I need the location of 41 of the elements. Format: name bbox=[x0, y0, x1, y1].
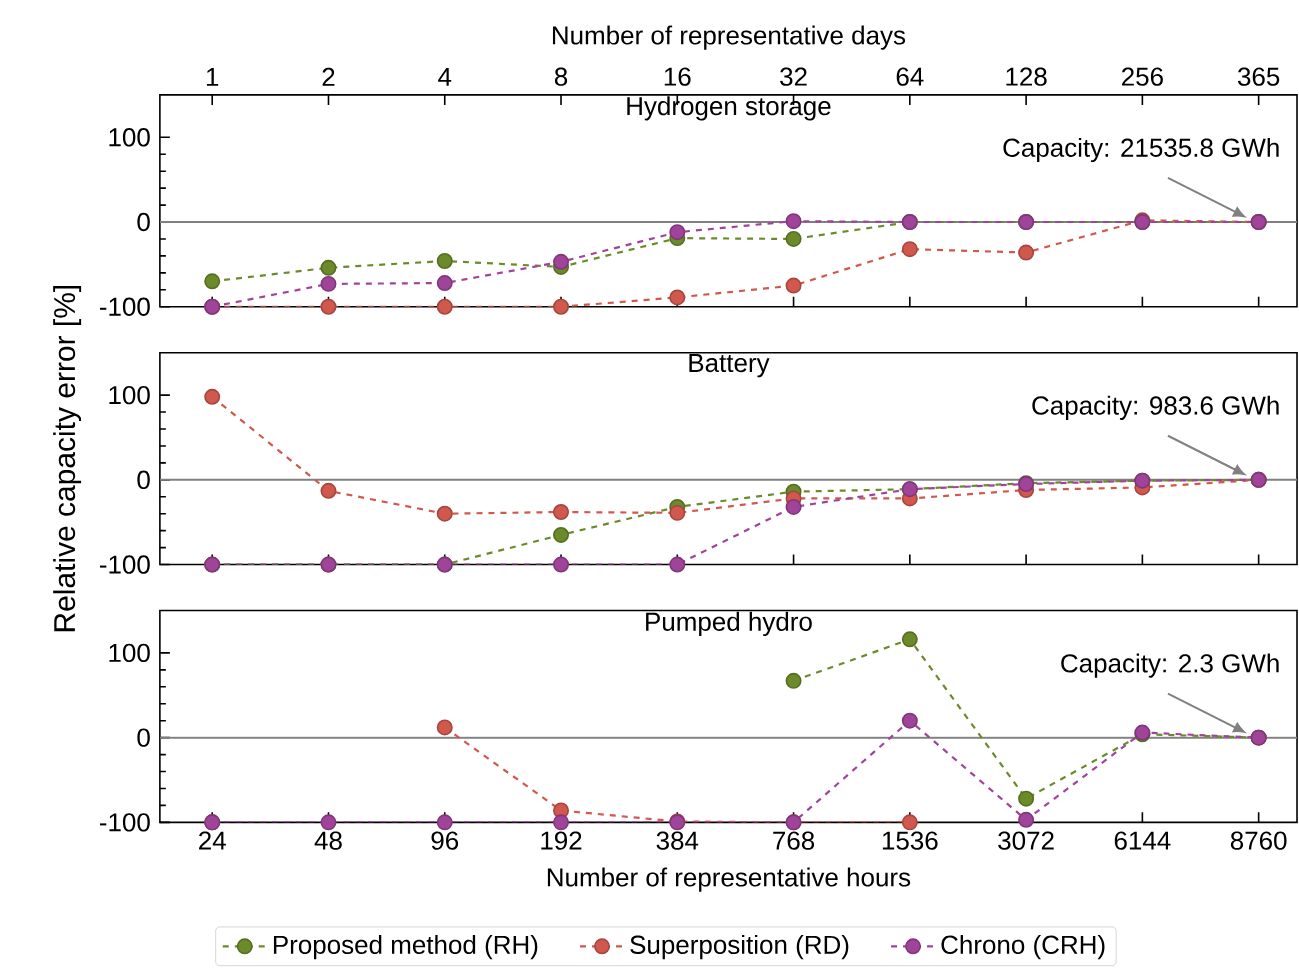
x-axis-title: Number of representative days bbox=[552, 25, 906, 50]
y-tick-label: 100 bbox=[109, 385, 150, 405]
legend-label: Proposed method (RH) bbox=[273, 934, 538, 960]
x-tick-label: 6144 bbox=[1114, 831, 1171, 850]
x-tick-label: 48 bbox=[314, 831, 342, 850]
y-axis-title: Relative capacity error [%] bbox=[53, 285, 82, 631]
y-tick-label: 0 bbox=[137, 728, 150, 747]
chart-title: Pumped hydro bbox=[646, 611, 812, 636]
y-tick-label: 100 bbox=[109, 643, 150, 662]
legend-label: Superposition (RD) bbox=[630, 934, 849, 960]
y-tick-label: 100 bbox=[109, 127, 150, 147]
x-tick-label: 64 bbox=[896, 67, 924, 86]
x-tick-label: 768 bbox=[773, 831, 815, 850]
x-tick-label: 192 bbox=[541, 831, 582, 850]
annotation: Capacity: 21535.8 GWh bbox=[1003, 137, 1279, 162]
x-tick-label: 24 bbox=[199, 831, 226, 850]
y-tick-label: -100 bbox=[99, 813, 150, 832]
y-tick-label: -100 bbox=[99, 297, 150, 316]
y-tick-label: 0 bbox=[137, 470, 150, 489]
x-tick-label: 384 bbox=[656, 831, 699, 850]
y-tick-label: -100 bbox=[99, 555, 150, 574]
x-tick-label: 256 bbox=[1122, 67, 1163, 86]
x-tick-label: 2 bbox=[322, 67, 335, 86]
chart-title: Battery bbox=[689, 353, 770, 378]
y-tick-label: 0 bbox=[137, 212, 150, 232]
x-tick-label: 1 bbox=[206, 67, 219, 86]
x-tick-label: 1536 bbox=[882, 831, 938, 850]
x-tick-label: 8760 bbox=[1230, 831, 1287, 850]
annotation: Capacity: 2.3 GWh bbox=[1061, 653, 1279, 678]
x-tick-label: 16 bbox=[664, 67, 691, 86]
x-tick-label: 4 bbox=[438, 67, 452, 86]
annotation: Capacity: 983.6 GWh bbox=[1032, 395, 1279, 420]
x-tick-label: 3072 bbox=[998, 831, 1054, 850]
x-tick-label: 365 bbox=[1237, 67, 1280, 86]
x-tick-label: 128 bbox=[1006, 67, 1047, 86]
x-tick-label: 96 bbox=[431, 831, 459, 850]
legend-label: Chrono (CRH) bbox=[941, 934, 1105, 960]
chart-title: Hydrogen storage bbox=[627, 96, 831, 121]
x-tick-label: 8 bbox=[554, 67, 568, 86]
x-tick-label: 32 bbox=[780, 67, 807, 86]
x-axis-title: Number of representative hours bbox=[547, 867, 911, 892]
